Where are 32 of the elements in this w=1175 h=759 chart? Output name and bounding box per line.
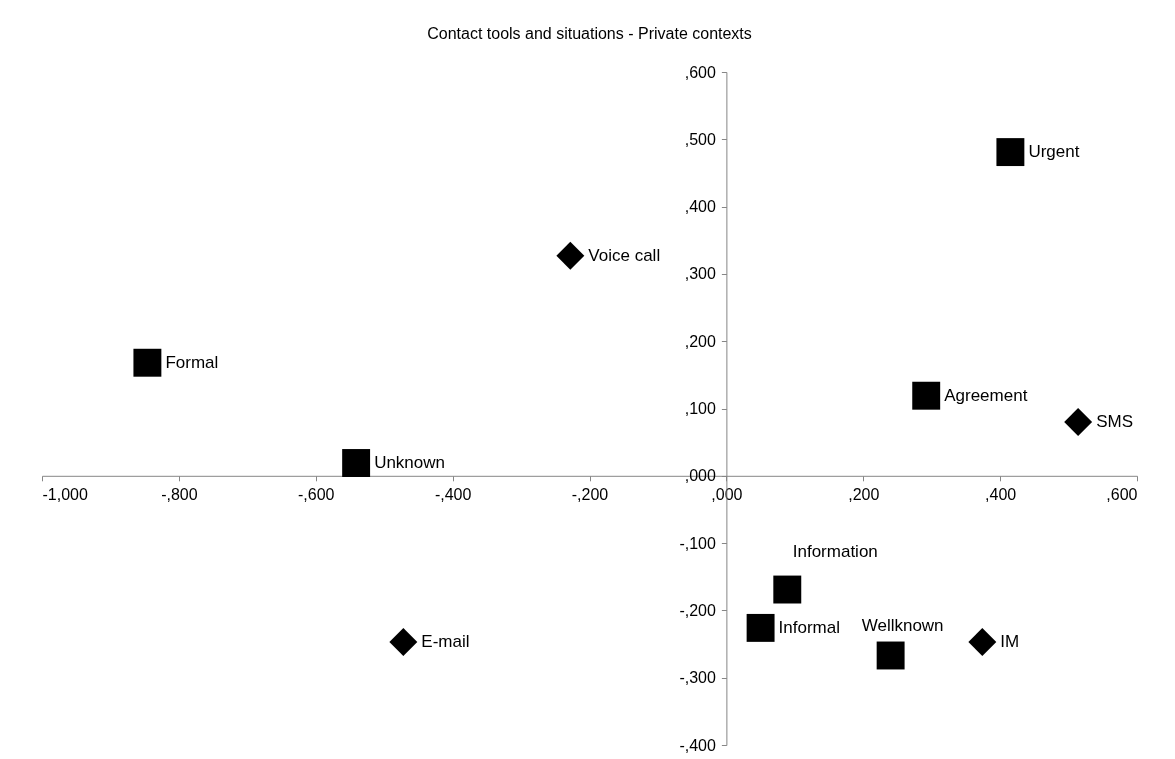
x-tick-label: -,600 [298,486,335,504]
x-tick-label: -,800 [161,486,198,504]
x-tick-label: ,600 [1106,486,1138,504]
y-tick-label: ,000 [684,467,716,485]
series-label: E-mail [421,632,470,652]
series-label: Wellknown [861,616,944,636]
y-tick-label: ,100 [684,400,716,417]
series-label: Voice call [588,245,661,265]
series-label: Informal [778,617,841,637]
x-tick-label: ,200 [848,486,880,504]
series-label: Unknown [374,453,445,473]
series-label: IM [1000,632,1020,652]
y-tick-label: -,200 [679,601,716,619]
y-tick-label: ,500 [684,130,716,148]
chart-title: Contact tools and situations - Private contexts [427,25,752,42]
x-tick-label: -,200 [571,486,609,504]
series-label: Formal [165,352,219,372]
y-tick-label: ,200 [684,332,716,350]
y-tick-label: ,300 [684,265,716,283]
x-tick-label: -1,000 [42,486,88,504]
y-tick-label: -,100 [679,534,716,552]
y-tick-label: -,300 [679,669,716,687]
y-tick-label: -,400 [679,736,716,754]
x-tick-label: -,400 [434,486,472,504]
series-label: Agreement [944,385,1028,405]
series-label: Urgent [1028,142,1080,162]
series-label: SMS [1096,411,1133,431]
y-tick-label: ,400 [684,198,716,216]
x-tick-label: ,000 [711,486,743,504]
x-tick-label: ,400 [985,486,1017,504]
y-tick-label: ,600 [684,63,716,81]
series-label: Information [792,541,878,561]
